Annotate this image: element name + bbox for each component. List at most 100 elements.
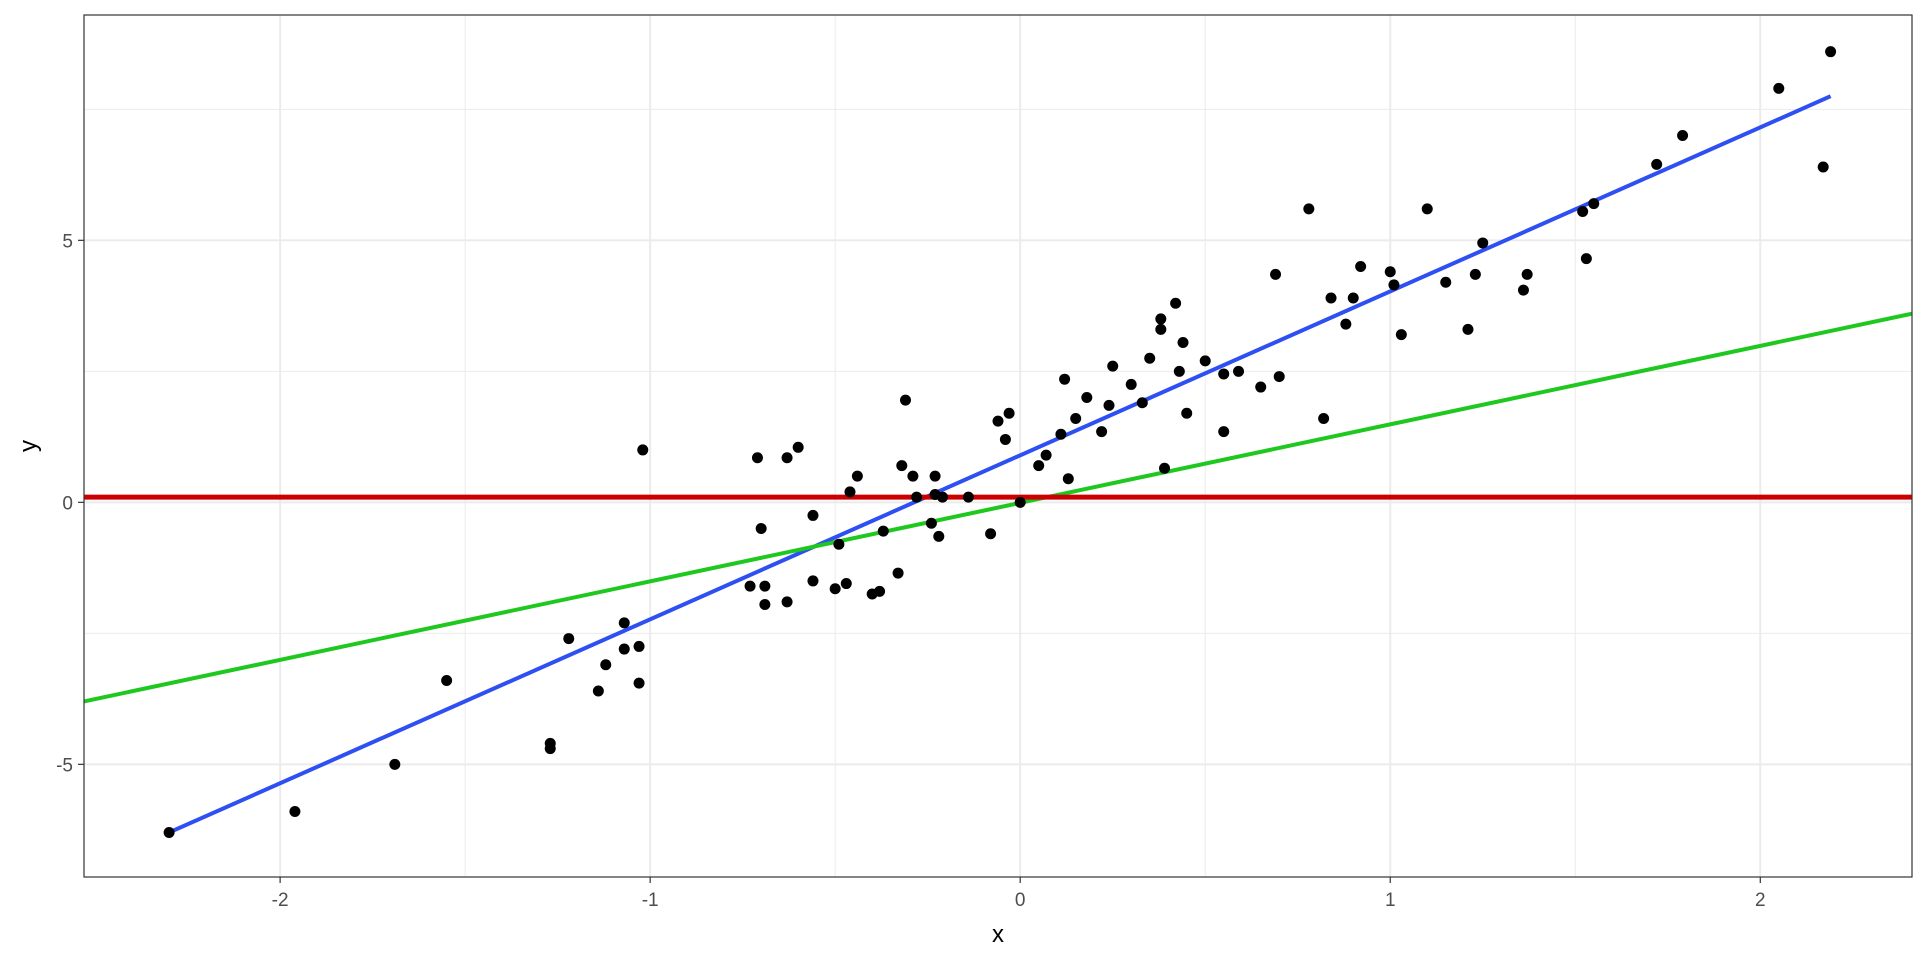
data-point <box>999 433 1011 445</box>
data-point <box>1825 46 1837 58</box>
data-point <box>1340 318 1352 330</box>
data-point <box>1136 397 1148 409</box>
data-point <box>1773 82 1785 94</box>
data-point <box>1218 368 1230 380</box>
data-point <box>1014 496 1026 508</box>
data-point <box>1270 268 1282 280</box>
data-point <box>163 826 175 838</box>
data-point <box>1469 268 1481 280</box>
data-point <box>633 677 645 689</box>
data-point <box>1173 365 1185 377</box>
data-point <box>544 743 556 755</box>
x-tick-label: 0 <box>1015 890 1026 911</box>
data-point <box>759 580 771 592</box>
data-point <box>851 470 863 482</box>
x-tick-label: 1 <box>1385 890 1396 911</box>
data-point <box>755 523 767 535</box>
data-point <box>441 674 453 686</box>
data-point <box>1096 426 1108 438</box>
data-point <box>1677 130 1689 142</box>
data-point <box>844 486 856 498</box>
data-point <box>289 805 301 817</box>
data-point <box>1517 284 1529 296</box>
data-point <box>1155 313 1167 325</box>
data-point <box>1033 460 1045 472</box>
data-point <box>1218 426 1230 438</box>
data-point <box>618 643 630 655</box>
data-point <box>1233 365 1245 377</box>
data-point <box>781 596 793 608</box>
data-point <box>1062 473 1074 485</box>
data-point <box>1477 237 1489 249</box>
data-point <box>896 460 908 472</box>
minor-gridlines <box>84 15 1912 877</box>
data-point <box>907 470 919 482</box>
data-point <box>1170 297 1182 309</box>
y-tick-label: -5 <box>56 755 73 776</box>
data-point <box>1347 292 1359 304</box>
data-point <box>633 640 645 652</box>
data-point <box>1255 381 1267 393</box>
data-point <box>600 659 612 671</box>
data-point <box>840 578 852 590</box>
data-point <box>744 580 756 592</box>
data-point <box>925 517 937 529</box>
data-point <box>874 585 886 597</box>
data-point <box>933 530 945 542</box>
data-point <box>759 599 771 611</box>
y-axis: -5 0 5 <box>56 231 84 776</box>
data-point <box>1651 158 1663 170</box>
data-point <box>1040 449 1052 461</box>
data-point <box>563 633 575 645</box>
data-point <box>1199 355 1211 367</box>
data-point <box>1384 266 1396 278</box>
x-tick-label: 2 <box>1755 890 1766 911</box>
data-point <box>1059 373 1071 385</box>
data-point <box>1055 428 1067 440</box>
y-tick-label: 0 <box>62 493 73 514</box>
data-point <box>985 528 997 540</box>
plot-panel-border <box>83 14 1913 878</box>
data-point <box>1462 323 1474 335</box>
data-point <box>807 575 819 587</box>
data-point <box>389 758 401 770</box>
data-point <box>892 567 904 579</box>
y-tick-label: 5 <box>62 231 73 252</box>
data-point <box>877 525 889 537</box>
data-point <box>1577 206 1589 218</box>
data-point <box>1070 412 1082 424</box>
data-point <box>637 444 649 456</box>
data-point <box>1181 407 1193 419</box>
data-point <box>992 415 1004 427</box>
data-point <box>1125 378 1137 390</box>
data-point <box>1155 323 1167 335</box>
data-points <box>163 46 1837 838</box>
data-point <box>1144 352 1156 364</box>
data-point <box>899 394 911 406</box>
data-point <box>618 617 630 629</box>
data-point <box>1388 279 1400 291</box>
data-point <box>1355 261 1367 273</box>
data-point <box>833 538 845 550</box>
x-axis: -2 -1 0 1 2 <box>272 877 1766 911</box>
data-point <box>792 441 804 453</box>
data-point <box>936 491 948 503</box>
data-point <box>1003 407 1015 419</box>
data-point <box>781 452 793 464</box>
data-point <box>1303 203 1315 215</box>
blue-line <box>168 94 1832 835</box>
data-point <box>1107 360 1119 372</box>
data-point <box>1318 412 1330 424</box>
data-point <box>1521 268 1533 280</box>
data-point <box>807 509 819 521</box>
data-point <box>1588 198 1600 210</box>
data-point <box>1177 337 1189 349</box>
data-point <box>592 685 604 697</box>
regression-lines <box>83 94 1913 835</box>
x-axis-title: x <box>992 921 1004 948</box>
data-point <box>1325 292 1337 304</box>
data-point <box>929 470 941 482</box>
x-tick-label: -2 <box>272 890 289 911</box>
major-gridlines <box>84 15 1912 877</box>
